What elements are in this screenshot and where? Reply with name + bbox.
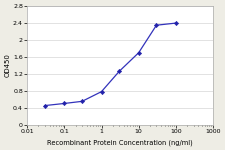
X-axis label: Recombinant Protein Concentration (ng/ml): Recombinant Protein Concentration (ng/ml…	[47, 139, 193, 146]
Y-axis label: OD450: OD450	[4, 53, 10, 77]
